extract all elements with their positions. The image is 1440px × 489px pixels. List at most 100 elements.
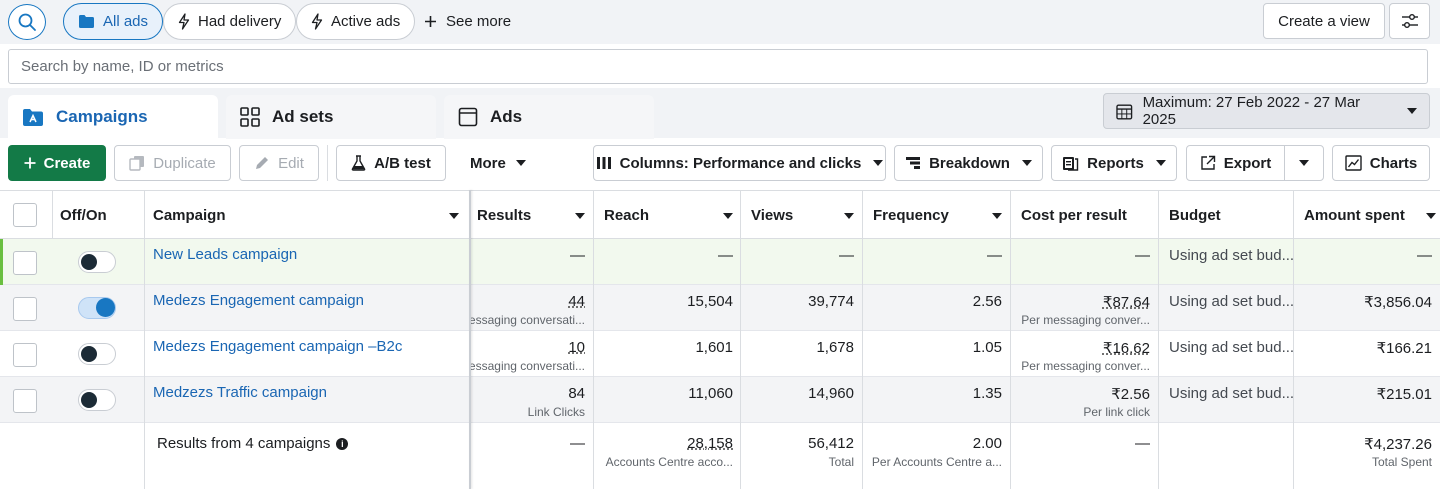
cell-frequency: — (865, 239, 1010, 285)
total-amount-type: Total Spent (1371, 455, 1432, 469)
row-checkbox[interactable] (13, 297, 37, 321)
results-type: Messaging conversati... (469, 313, 585, 327)
cell-amount: ₹215.01 (1296, 377, 1440, 423)
header-off-on[interactable]: Off/On (52, 191, 145, 239)
cell-amount: ₹166.21 (1296, 331, 1440, 377)
campaign-toggle[interactable] (78, 389, 116, 411)
ad-window-icon (458, 107, 478, 127)
search-input[interactable] (21, 58, 1415, 75)
results-value[interactable]: 44 (568, 293, 585, 310)
results-value: 84 (568, 385, 585, 402)
filter-all-ads[interactable]: All ads (63, 3, 164, 40)
header-reach[interactable]: Reach (596, 191, 741, 239)
header-frequency[interactable]: Frequency (865, 191, 1010, 239)
total-cost: — (1013, 425, 1158, 489)
cost-value: ₹2.56 (1111, 386, 1150, 403)
row-checkbox[interactable] (13, 389, 37, 413)
cell-results: 44 Messaging conversati... (469, 285, 593, 331)
cell-budget: Using ad set bud... (1161, 377, 1293, 423)
column-divider (740, 190, 741, 489)
date-range-picker[interactable]: Maximum: 27 Feb 2022 - 27 Mar 2025 (1103, 93, 1430, 129)
export-menu-button[interactable] (1284, 145, 1324, 181)
table-row[interactable]: Medzezs Traffic campaign 84 Link Clicks 1… (0, 377, 1440, 423)
campaign-toggle[interactable] (78, 251, 116, 273)
results-value: — (570, 247, 585, 264)
search-toggle-button[interactable] (8, 4, 46, 40)
header-views[interactable]: Views (743, 191, 862, 239)
chevron-down-icon (1299, 160, 1309, 166)
campaign-name-link[interactable]: New Leads campaign (153, 246, 298, 263)
cost-value[interactable]: ₹16.62 (1102, 340, 1150, 357)
header-budget[interactable]: Budget (1161, 191, 1293, 239)
charts-button[interactable]: Charts (1332, 145, 1430, 181)
chart-icon (1345, 155, 1362, 171)
results-value[interactable]: 10 (568, 339, 585, 356)
reports-button[interactable]: Reports (1051, 145, 1177, 181)
header-campaign[interactable]: Campaign (145, 191, 469, 239)
chevron-down-icon (1021, 160, 1032, 166)
cost-value[interactable]: ₹87.64 (1102, 294, 1150, 311)
filter-had-delivery[interactable]: Had delivery (163, 3, 297, 40)
total-reach-value[interactable]: 28,158 (687, 435, 733, 452)
toggle-knob (81, 346, 97, 362)
chevron-down-icon (1407, 108, 1417, 114)
campaign-name-link[interactable]: Medezs Engagement campaign –B2c (153, 338, 403, 355)
charts-label: Charts (1369, 154, 1418, 172)
results-type: Link Clicks (527, 405, 585, 419)
duplicate-button[interactable]: Duplicate (114, 145, 231, 181)
campaign-name-link[interactable]: Medezs Engagement campaign (153, 292, 364, 309)
edit-button[interactable]: Edit (239, 145, 319, 181)
table-row[interactable]: Medezs Engagement campaign –B2c 10 Messag… (0, 331, 1440, 377)
row-checkbox[interactable] (13, 251, 37, 275)
search-field[interactable] (8, 49, 1428, 84)
header-results-label: Results (477, 206, 532, 224)
campaign-name-link[interactable]: Medzezs Traffic campaign (153, 384, 327, 401)
cell-reach: 11,060 (596, 377, 741, 423)
filter-active-ads-label: Active ads (331, 13, 401, 30)
campaign-toggle[interactable] (78, 297, 116, 319)
row-checkbox[interactable] (13, 343, 37, 367)
more-button[interactable]: More (470, 145, 526, 181)
header-results[interactable]: Results (469, 191, 593, 239)
campaign-folder-icon (23, 108, 43, 126)
tab-ad-sets[interactable]: Ad sets (226, 95, 436, 139)
header-budget-label: Budget (1169, 206, 1221, 224)
lightning-icon (311, 13, 323, 30)
campaign-toggle[interactable] (78, 343, 116, 365)
columns-button[interactable]: Columns: Performance and clicks (593, 145, 886, 181)
sliders-icon (1401, 14, 1418, 28)
tab-campaigns[interactable]: Campaigns (8, 95, 218, 139)
ab-test-button[interactable]: A/B test (336, 145, 446, 181)
cell-reach: 1,601 (596, 331, 741, 377)
cell-views: 1,678 (743, 331, 862, 377)
filter-active-ads[interactable]: Active ads (296, 3, 416, 40)
cell-cost: ₹16.62 Per messaging conver... (1013, 331, 1158, 377)
filter-bar: All ads Had delivery Active ads See more… (0, 0, 1440, 44)
info-icon[interactable]: i (336, 437, 349, 450)
create-view-button[interactable]: Create a view (1263, 3, 1385, 39)
table-row[interactable]: Medezs Engagement campaign 44 Messaging c… (0, 285, 1440, 331)
create-button[interactable]: Create (8, 145, 106, 181)
header-cost-per-result[interactable]: Cost per result (1013, 191, 1158, 239)
create-label: Create (43, 154, 91, 172)
breakdown-icon (906, 157, 921, 169)
export-button[interactable]: Export (1186, 145, 1285, 181)
breakdown-button[interactable]: Breakdown (894, 145, 1043, 181)
sort-caret-icon (575, 213, 585, 219)
export-label: Export (1223, 154, 1272, 172)
table-row[interactable]: New Leads campaign — — — — — Using ad se… (0, 239, 1440, 285)
cell-amount: ₹3,856.04 (1296, 285, 1440, 331)
amount-value: ₹166.21 (1376, 340, 1432, 357)
tab-ads[interactable]: Ads (444, 95, 654, 139)
calendar-icon (1116, 103, 1133, 119)
view-settings-button[interactable] (1389, 3, 1430, 39)
header-amount-spent[interactable]: Amount spent (1296, 191, 1440, 239)
see-more-button[interactable]: See more (424, 3, 511, 40)
grid-icon (240, 107, 260, 127)
cell-reach: — (596, 239, 741, 285)
more-label: More (470, 154, 506, 172)
frozen-column-edge[interactable] (469, 190, 471, 489)
breakdown-label: Breakdown (929, 154, 1010, 172)
column-divider (593, 190, 594, 489)
select-all-checkbox[interactable] (13, 203, 37, 227)
